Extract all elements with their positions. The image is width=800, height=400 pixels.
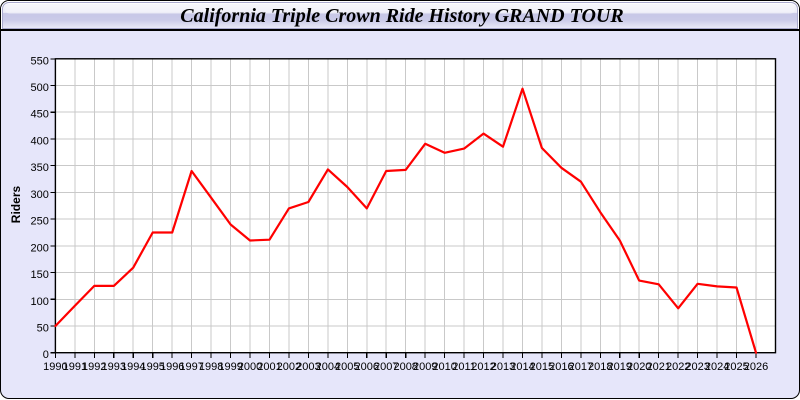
svg-text:1991: 1991 [63,361,87,373]
svg-text:1996: 1996 [160,361,184,373]
svg-text:1990: 1990 [43,361,67,373]
svg-text:2003: 2003 [296,361,320,373]
svg-text:2026: 2026 [744,361,768,373]
svg-text:2019: 2019 [608,361,632,373]
svg-text:2009: 2009 [413,361,437,373]
svg-text:2024: 2024 [705,361,729,373]
svg-text:2010: 2010 [432,361,456,373]
svg-text:1993: 1993 [102,361,126,373]
svg-text:2000: 2000 [238,361,262,373]
svg-text:2008: 2008 [393,361,417,373]
svg-text:2015: 2015 [530,361,554,373]
svg-text:550: 550 [31,55,49,67]
svg-text:2007: 2007 [374,361,398,373]
svg-text:2012: 2012 [471,361,495,373]
svg-text:2025: 2025 [724,361,748,373]
svg-text:2016: 2016 [549,361,573,373]
svg-text:450: 450 [31,109,49,121]
svg-text:50: 50 [37,323,49,335]
svg-text:2017: 2017 [569,361,593,373]
svg-text:2005: 2005 [335,361,359,373]
svg-text:2004: 2004 [316,361,340,373]
svg-text:2020: 2020 [627,361,651,373]
svg-text:2002: 2002 [277,361,301,373]
svg-text:300: 300 [31,189,49,201]
svg-text:2013: 2013 [491,361,515,373]
svg-text:150: 150 [31,269,49,281]
svg-text:350: 350 [31,162,49,174]
svg-text:1994: 1994 [121,361,145,373]
svg-text:1998: 1998 [199,361,223,373]
svg-text:250: 250 [31,216,49,228]
svg-text:500: 500 [31,82,49,94]
svg-text:2018: 2018 [588,361,612,373]
svg-text:2014: 2014 [510,361,534,373]
svg-text:400: 400 [31,136,49,148]
svg-text:2023: 2023 [685,361,709,373]
svg-text:2011: 2011 [452,361,476,373]
svg-text:0: 0 [43,349,49,361]
svg-text:1999: 1999 [218,361,242,373]
svg-text:2006: 2006 [355,361,379,373]
svg-text:1995: 1995 [140,361,164,373]
svg-text:Riders: Riders [9,186,23,224]
svg-text:100: 100 [31,296,49,308]
svg-text:2021: 2021 [646,361,670,373]
svg-text:200: 200 [31,242,49,254]
svg-text:1992: 1992 [82,361,106,373]
svg-text:1997: 1997 [179,361,203,373]
svg-text:2001: 2001 [257,361,281,373]
svg-text:2022: 2022 [666,361,690,373]
